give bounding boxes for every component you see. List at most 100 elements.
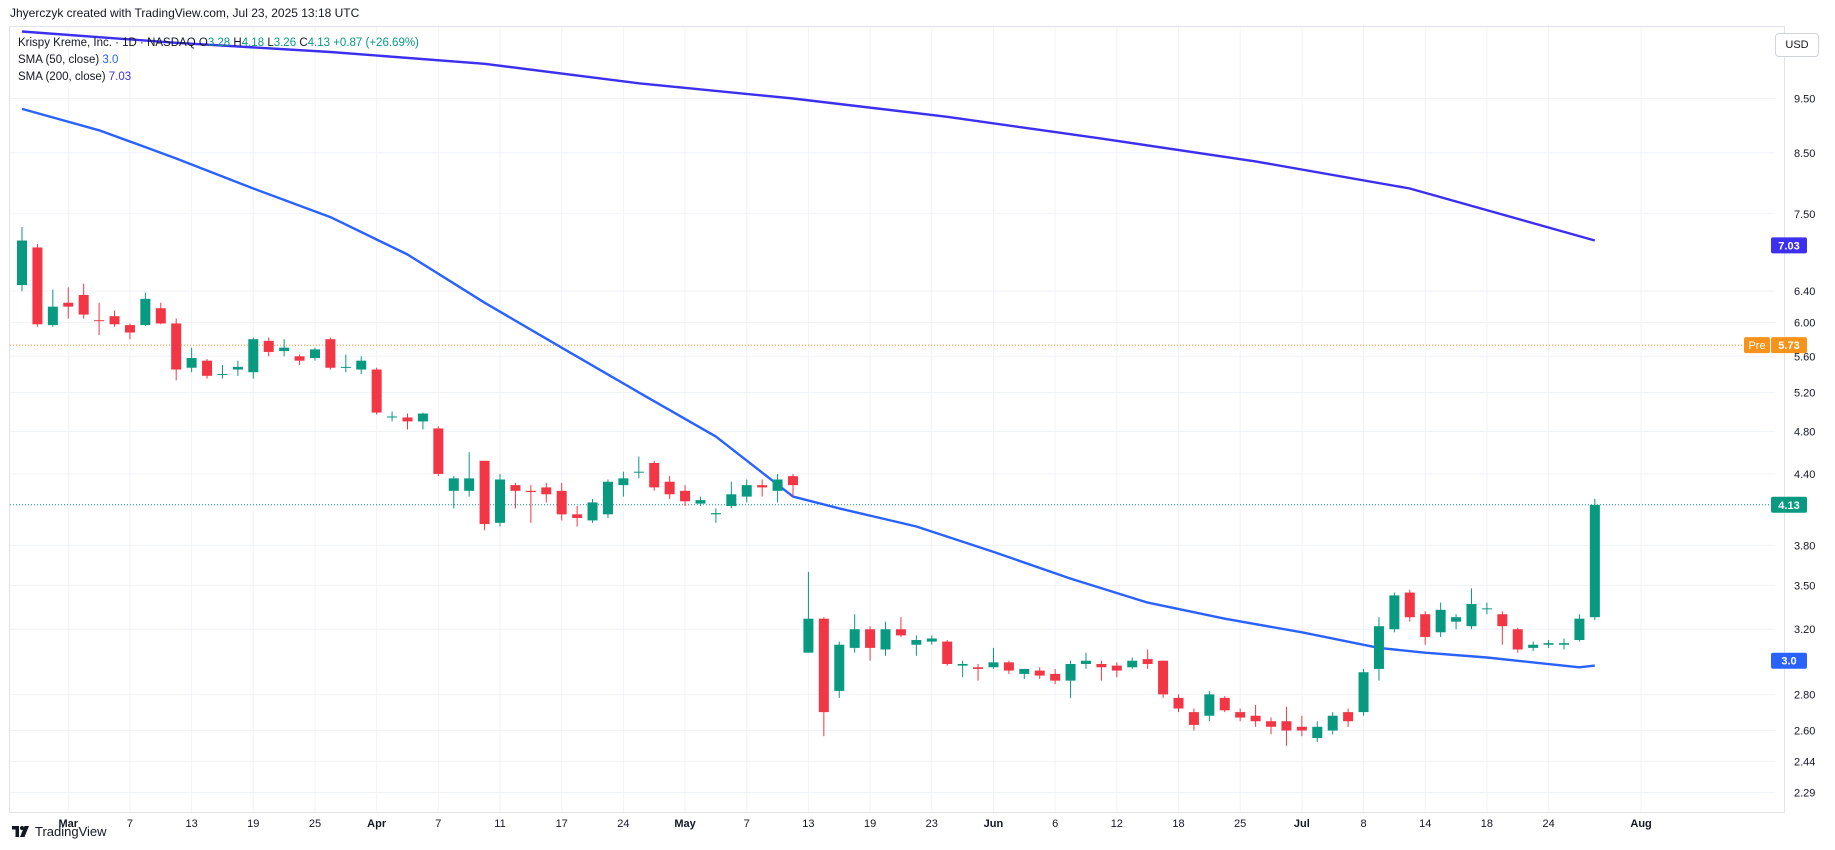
candle-body <box>818 618 829 713</box>
price-label-value: 5.73 <box>1778 340 1799 352</box>
candle <box>649 460 660 491</box>
candle <box>340 354 351 373</box>
x-tick-label: 13 <box>185 818 197 830</box>
y-tick-label: 7.50 <box>1794 209 1815 221</box>
candle <box>834 641 845 698</box>
price-label-bg <box>1771 237 1807 254</box>
price-label-value: 4.13 <box>1778 500 1799 512</box>
y-tick-label: 4.40 <box>1794 469 1815 481</box>
candle-body <box>926 638 937 642</box>
candle-body <box>124 325 135 333</box>
candle-body <box>556 490 567 515</box>
candle <box>926 635 937 645</box>
candle <box>1543 640 1554 648</box>
candle <box>1343 708 1354 727</box>
candle-body <box>772 479 783 491</box>
candle <box>1481 602 1492 615</box>
candle-body <box>1358 672 1369 713</box>
candle <box>1420 611 1431 645</box>
candle-body <box>309 349 320 359</box>
candle-body <box>279 347 290 352</box>
candle <box>279 339 290 357</box>
candle <box>78 283 89 319</box>
candle-body <box>340 366 351 368</box>
candle-body <box>957 663 968 666</box>
candle <box>1158 660 1169 698</box>
candle-body <box>942 641 953 664</box>
x-tick-label: 7 <box>435 818 441 830</box>
candle <box>1451 614 1462 630</box>
candle-body <box>248 339 259 373</box>
candle <box>1204 690 1215 722</box>
legend-sma200-row[interactable]: SMA (200, close) 7.03 <box>18 69 419 86</box>
candle <box>680 485 691 506</box>
candle-body <box>572 514 583 518</box>
candle-body <box>1219 697 1230 711</box>
legend-sma200-label: SMA (200, close) <box>18 71 106 83</box>
candle-body <box>1188 712 1199 725</box>
candle-body <box>880 629 891 650</box>
candle <box>1019 668 1030 679</box>
price-label-value: 7.03 <box>1778 240 1799 252</box>
price-label: 7.03 <box>1771 237 1807 254</box>
candle <box>155 302 166 325</box>
candle-body <box>325 339 336 368</box>
candle <box>124 323 135 340</box>
currency-button[interactable]: USD <box>1775 33 1819 57</box>
candle <box>248 337 259 379</box>
candle <box>1235 708 1246 722</box>
candle <box>1466 588 1477 630</box>
candle-body <box>1559 643 1569 645</box>
candle <box>602 479 613 518</box>
candle-body <box>217 374 228 376</box>
x-tick-label: 11 <box>494 818 505 830</box>
candle <box>495 473 506 527</box>
legend-sma50-row[interactable]: SMA (50, close) 3.0 <box>18 52 419 69</box>
candle <box>1404 589 1415 622</box>
candle <box>1111 662 1122 678</box>
candle-body <box>47 306 58 326</box>
candle-body <box>680 490 691 502</box>
candle-body <box>865 629 876 648</box>
x-tick-label: 6 <box>1052 818 1058 830</box>
legend-sma200-value: 7.03 <box>108 71 132 83</box>
tradingview-logo-icon <box>12 826 29 837</box>
candle <box>1065 660 1076 698</box>
legend-open-label: O <box>198 37 208 49</box>
chart-attribution: Jhyerczyk created with TradingView.com, … <box>10 6 360 20</box>
candle-body <box>602 481 613 515</box>
sma-layer <box>21 30 1596 669</box>
candle-body <box>587 502 598 521</box>
candle <box>664 476 675 499</box>
y-tick-label: 5.20 <box>1794 387 1815 399</box>
candle <box>402 413 413 430</box>
y-tick-label: 2.80 <box>1794 689 1815 701</box>
candle-body <box>1589 504 1600 618</box>
candle <box>1050 668 1061 685</box>
candle <box>1096 660 1107 681</box>
candle <box>63 287 74 319</box>
candle-body <box>202 360 213 376</box>
x-tick-label: 18 <box>1481 818 1493 830</box>
candle-body <box>1497 614 1508 627</box>
price-label: Pre 5.73 <box>1744 337 1807 354</box>
x-tick-label: Apr <box>367 818 387 830</box>
x-tick-label: 7 <box>127 818 133 830</box>
candle-body <box>1173 697 1184 709</box>
candle-body <box>448 478 459 491</box>
candle <box>1389 592 1400 633</box>
candle-body <box>726 494 737 506</box>
price-label: 3.0 <box>1771 652 1807 669</box>
candle-body <box>1281 721 1292 731</box>
candle-body <box>1373 626 1384 669</box>
candle-body <box>1250 715 1261 722</box>
candle <box>263 337 274 357</box>
candle-body <box>1481 608 1492 610</box>
x-tick-label: 19 <box>247 818 259 830</box>
legend-symbol[interactable]: Krispy Kreme, Inc. · 1D · NASDAQ <box>18 37 196 49</box>
candle-body <box>495 479 506 523</box>
candle-body <box>1003 662 1014 671</box>
candle <box>371 367 382 415</box>
candle-body <box>1528 644 1539 648</box>
